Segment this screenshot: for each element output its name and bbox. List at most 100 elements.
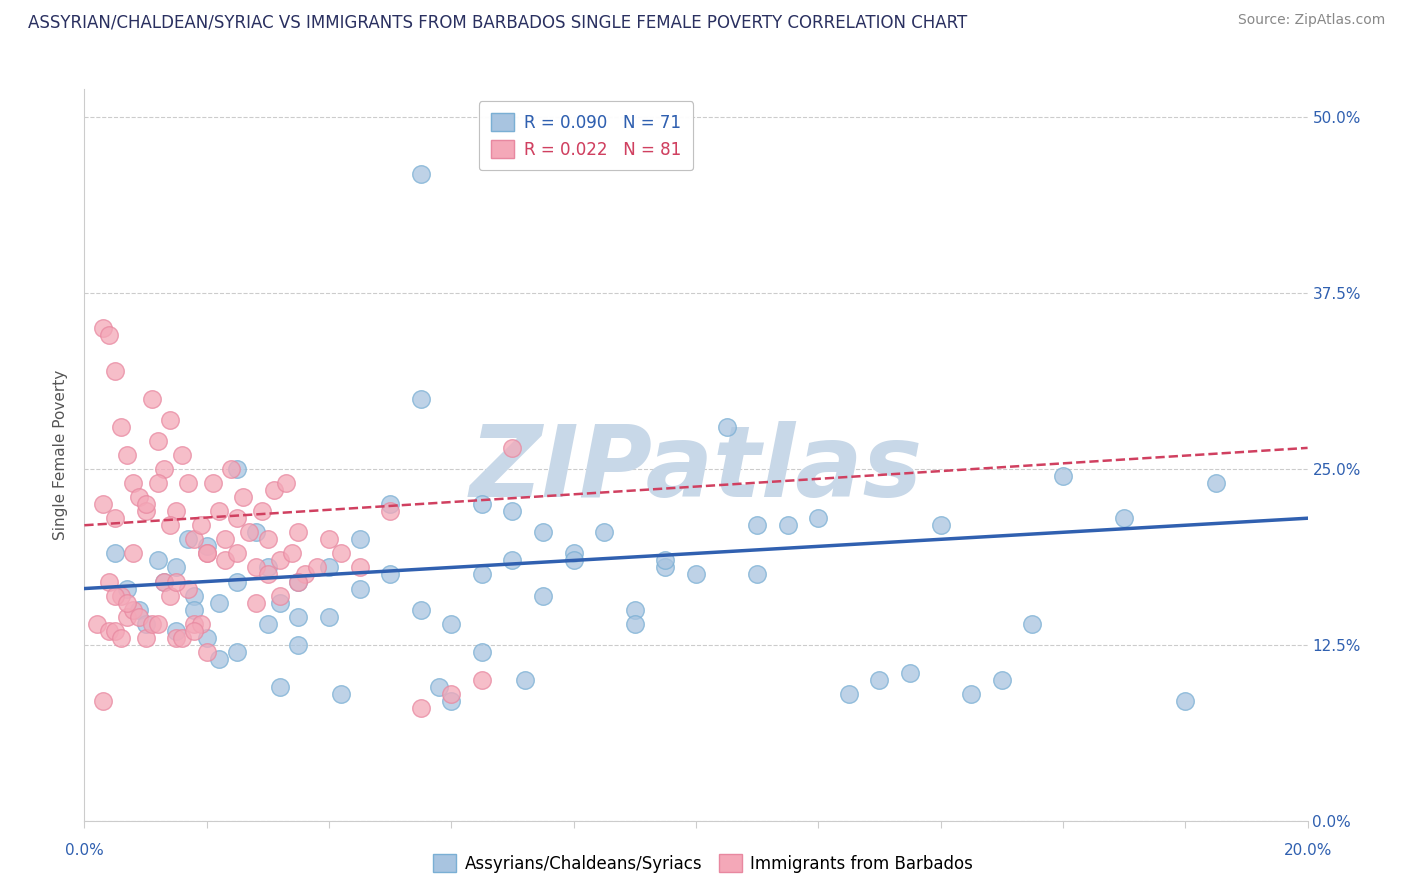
Point [471,497,494,511]
Point [128,602,150,616]
Point [110,589,132,603]
Point [104,546,127,560]
Point [115,582,138,596]
Point [318,609,340,624]
Point [97,574,120,589]
Point [409,167,432,181]
Point [91,694,114,708]
Point [122,546,145,560]
Point [195,539,218,553]
Point [502,553,524,567]
Point [654,560,676,574]
Point [165,624,187,638]
Point [190,616,212,631]
Point [208,596,231,610]
Point [153,462,176,476]
Point [471,567,494,582]
Point [104,589,127,603]
Point [747,518,769,533]
Point [172,631,194,645]
Point [177,476,200,491]
Point [232,490,254,504]
Point [245,525,267,540]
Point [245,596,267,610]
Point [624,602,647,616]
Point [287,574,309,589]
Point [776,518,799,533]
Point [165,560,187,574]
Point [245,560,267,574]
Point [929,518,952,533]
Point [1205,476,1227,491]
Point [562,553,585,567]
Point [110,631,132,645]
Point [562,546,585,560]
Point [214,553,236,567]
Point [86,616,108,631]
Point [97,328,120,343]
Point [135,504,157,518]
Point [115,596,138,610]
Point [226,645,249,659]
Point [122,476,145,491]
Point [153,574,176,589]
Y-axis label: Single Female Poverty: Single Female Poverty [53,370,69,540]
Point [165,504,187,518]
Point [159,589,181,603]
Point [318,560,340,574]
Point [716,419,738,434]
Text: 20.0%: 20.0% [1284,843,1331,858]
Point [287,609,309,624]
Point [685,567,707,582]
Point [409,602,432,616]
Point [869,673,891,687]
Point [141,392,163,406]
Point [593,525,616,540]
Point [502,441,524,455]
Point [807,511,830,525]
Point [287,525,309,540]
Point [183,616,205,631]
Point [208,504,231,518]
Point [208,652,231,666]
Point [513,673,536,687]
Point [380,497,402,511]
Point [898,665,921,680]
Point [250,504,273,518]
Point [380,504,402,518]
Point [104,363,127,377]
Point [440,694,463,708]
Point [257,560,280,574]
Point [183,533,205,547]
Point [427,680,450,694]
Point [269,553,291,567]
Point [165,574,187,589]
Point [183,589,205,603]
Point [135,616,157,631]
Point [747,567,769,582]
Point [159,413,181,427]
Point [177,533,200,547]
Point [219,462,242,476]
Point [159,518,181,533]
Point [146,434,169,448]
Point [349,533,371,547]
Point [195,546,218,560]
Point [257,567,280,582]
Point [287,638,309,652]
Point [257,616,280,631]
Point [960,687,983,701]
Point [330,687,353,701]
Point [1052,469,1074,483]
Point [1114,511,1136,525]
Point [269,596,291,610]
Legend: R = 0.090   N = 71, R = 0.022   N = 81: R = 0.090 N = 71, R = 0.022 N = 81 [479,101,693,170]
Point [122,602,145,616]
Point [135,631,157,645]
Legend: Assyrians/Chaldeans/Syriacs, Immigrants from Barbados: Assyrians/Chaldeans/Syriacs, Immigrants … [426,847,980,880]
Point [409,392,432,406]
Point [226,574,249,589]
Point [183,602,205,616]
Point [115,609,138,624]
Point [305,560,328,574]
